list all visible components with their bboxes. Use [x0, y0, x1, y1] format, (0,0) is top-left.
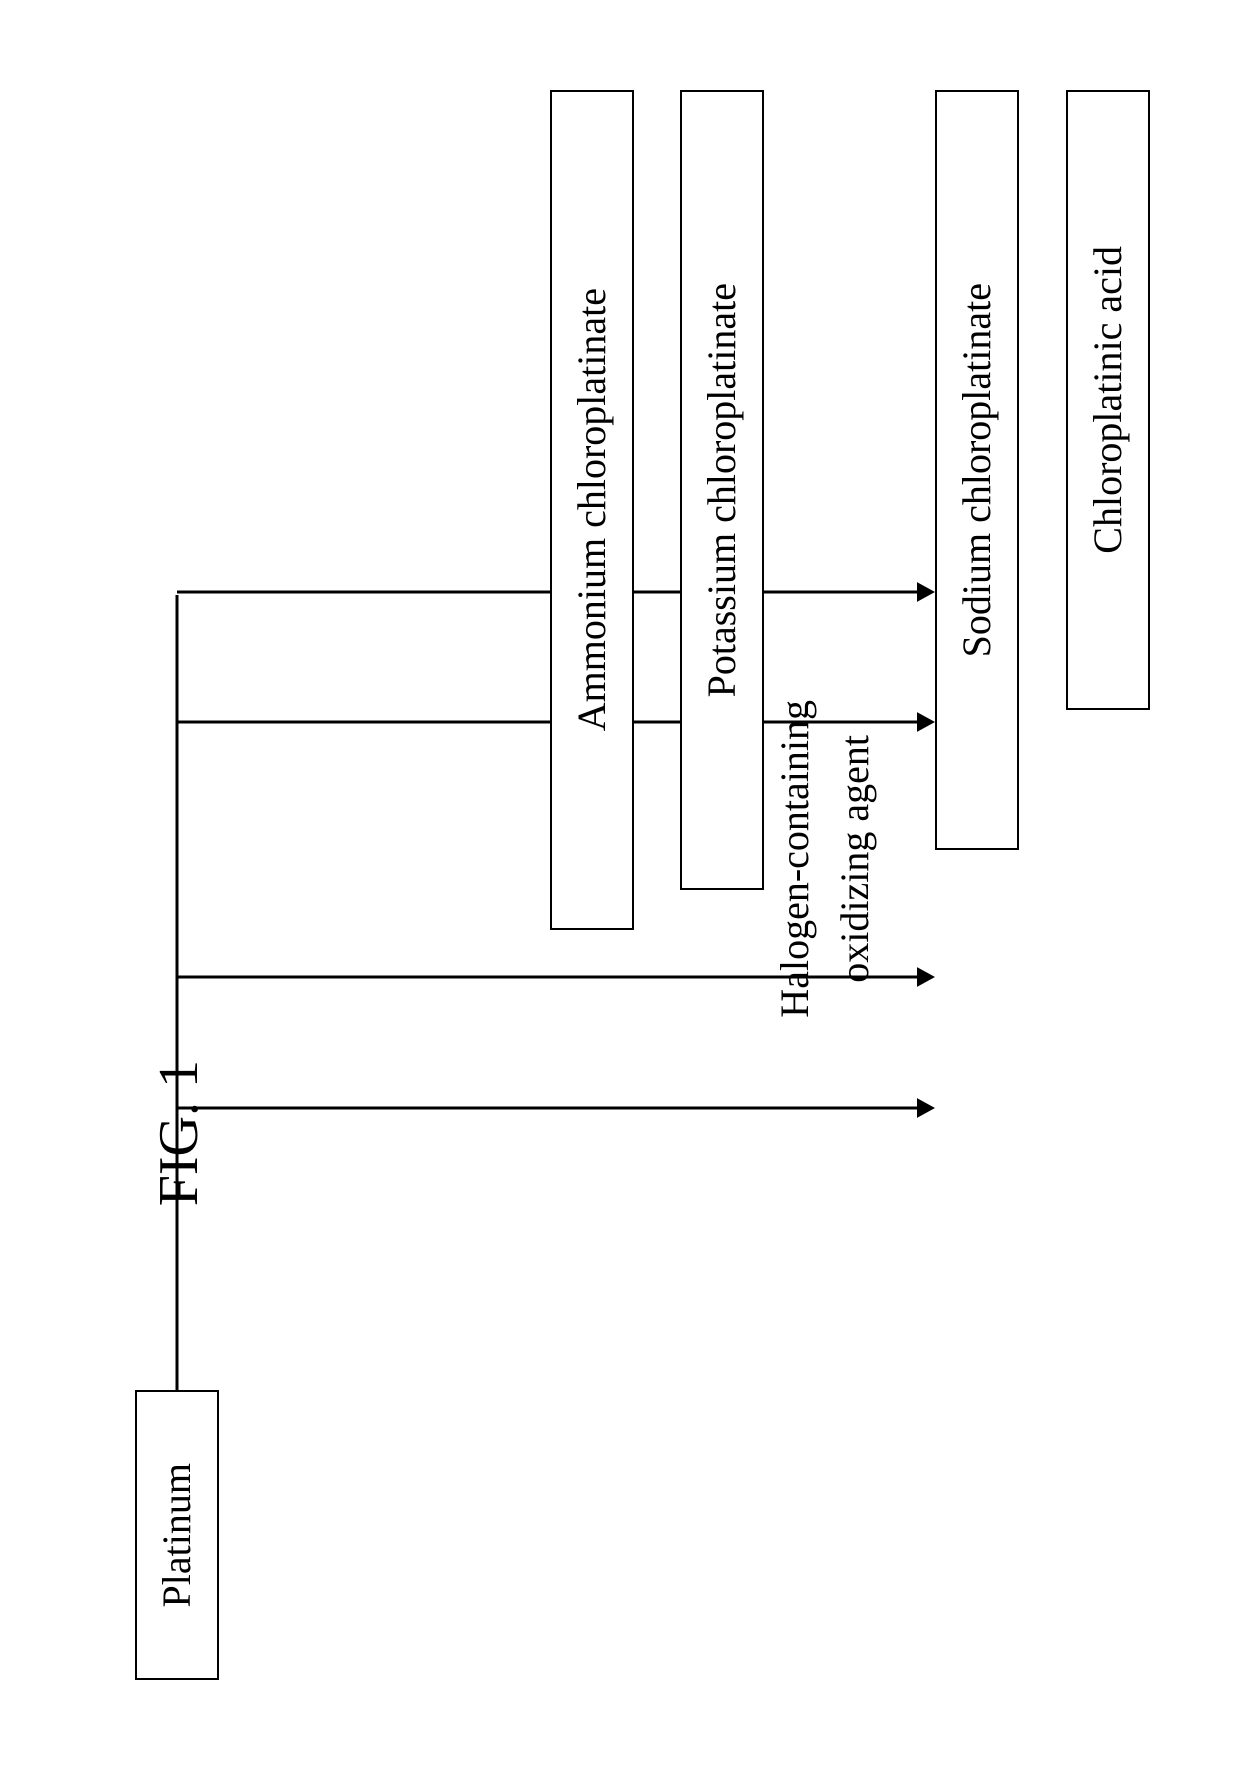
node-sodium-chloroplatinate: Sodium chloroplatinate — [935, 90, 1019, 850]
figure-caption: FIG. 1 — [147, 1060, 211, 1206]
diagram-canvas: Platinum Chloroplatinic acid Sodium chlo… — [0, 0, 1240, 1788]
node-label: Chloroplatinic acid — [1084, 246, 1132, 554]
caption-text: FIG. 1 — [148, 1060, 210, 1206]
node-chloroplatinic-acid: Chloroplatinic acid — [1066, 90, 1150, 710]
node-ammonium-chloroplatinate: Ammonium chloroplatinate — [550, 90, 634, 930]
edge-label-halogen: Halogen-containing oxidizing agent — [765, 700, 885, 1018]
node-label: Platinum — [153, 1463, 201, 1607]
node-label: Sodium chloroplatinate — [953, 283, 1001, 657]
node-label: Potassium chloroplatinate — [698, 283, 746, 697]
node-label: Ammonium chloroplatinate — [568, 288, 616, 731]
node-potassium-chloroplatinate: Potassium chloroplatinate — [680, 90, 764, 890]
node-platinum: Platinum — [135, 1390, 219, 1680]
edge-label-line1: Halogen-containing — [765, 700, 825, 1018]
edge-label-line2: oxidizing agent — [825, 700, 885, 1018]
